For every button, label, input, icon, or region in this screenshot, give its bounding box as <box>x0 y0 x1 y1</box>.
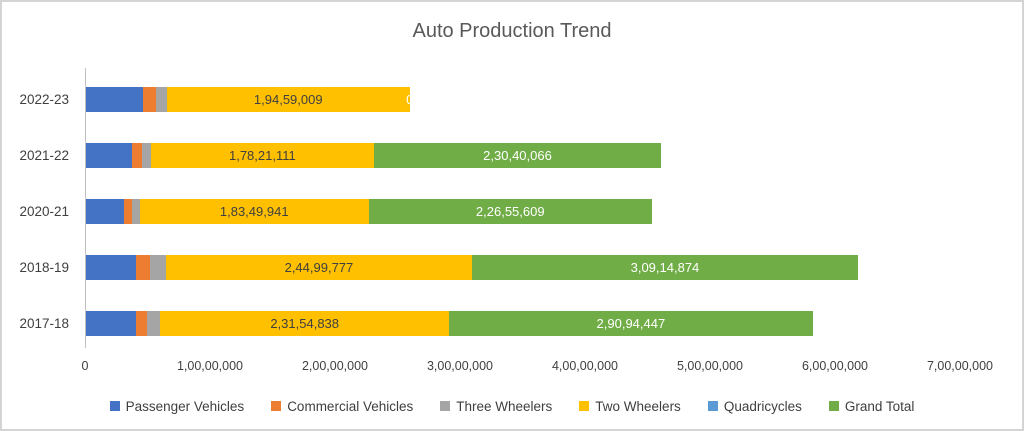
bar-row: 2,31,54,838 2,90,94,447 <box>86 311 960 336</box>
bar-segment <box>86 311 137 336</box>
x-axis-tick-label: 6,00,00,000 <box>801 359 869 373</box>
legend-swatch <box>828 401 839 411</box>
x-axis-tick-label: 1,00,00,000 <box>176 359 244 373</box>
bar-segment <box>86 143 132 168</box>
bar-segment <box>471 255 858 280</box>
bar-segment <box>141 143 152 168</box>
bar-segment <box>147 311 161 336</box>
bar-segment <box>136 255 151 280</box>
bar-segment <box>143 87 157 112</box>
legend-label: Two Wheelers <box>595 398 681 414</box>
bar-segment <box>86 199 125 224</box>
category-label: 2017-18 <box>19 316 69 331</box>
bar-segment <box>165 255 472 280</box>
bar-segment <box>368 199 652 224</box>
bar-row: 2,44,99,777 3,09,14,874 <box>86 255 960 280</box>
legend-swatch <box>440 401 451 411</box>
bar-row: 1,83,49,941 2,26,55,609 <box>86 199 960 224</box>
chart-title: Auto Production Trend <box>412 20 612 42</box>
category-label: 2020-21 <box>19 204 69 219</box>
bar-segment <box>131 143 142 168</box>
x-axis-tick-label: 0 <box>81 359 89 373</box>
legend-label: Quadricycles <box>723 398 802 414</box>
bar-segment <box>132 199 140 224</box>
legend-swatch <box>707 401 718 411</box>
bar-segment <box>373 143 662 168</box>
bar-segment <box>150 255 166 280</box>
legend-label: Passenger Vehicles <box>125 398 245 414</box>
bar-segment <box>160 311 450 336</box>
bar-segment <box>166 87 410 112</box>
value-axis: 0 1,00,00,000 2,00,00,000 3,00,00,000 4,00,0… <box>81 359 994 375</box>
legend-item: Three Wheelers <box>440 399 552 414</box>
legend-item: Quadricycles <box>707 398 802 414</box>
category-label: 2021-22 <box>19 148 69 163</box>
category-label: 2022-23 <box>19 92 69 107</box>
legend: Passenger Vehicles Commercial Vehicles Thr… <box>2 395 1022 417</box>
bar-segment <box>151 143 374 168</box>
bar-segment <box>86 87 144 112</box>
category-axis: 2022-23 2021-22 2020-21 2018-19 2017-18 <box>2 68 77 348</box>
bar-row: 1,94,59,009 0 <box>86 87 960 112</box>
x-axis-tick-label: 2,00,00,000 <box>301 359 369 373</box>
legend-label: Grand Total <box>844 398 915 414</box>
legend-swatch <box>271 401 282 411</box>
bar-segment <box>139 199 369 224</box>
legend-item: Passenger Vehicles <box>109 398 245 414</box>
x-axis-tick-label: 3,00,00,000 <box>426 359 494 373</box>
x-axis-tick-label: 5,00,00,000 <box>676 359 744 373</box>
bar-segment <box>86 255 137 280</box>
category-label: 2018-19 <box>19 260 69 275</box>
bar-segment <box>136 311 148 336</box>
bar-segment <box>449 311 813 336</box>
x-axis-tick-label: 4,00,00,000 <box>551 359 619 373</box>
bar-row: 1,78,21,111 2,30,40,066 <box>86 143 960 168</box>
legend-label: Three Wheelers <box>456 398 553 414</box>
legend-swatch <box>579 401 590 411</box>
x-axis-tick-label: 7,00,00,000 <box>926 359 994 373</box>
legend-item: Two Wheelers <box>579 399 681 414</box>
legend-swatch <box>109 401 120 411</box>
bar-segment <box>124 199 133 224</box>
bar-segment <box>156 87 167 112</box>
legend-item: Commercial Vehicles <box>271 399 413 414</box>
legend-label: Commercial Vehicles <box>287 398 414 414</box>
legend-item: Grand Total <box>828 398 915 414</box>
plot-area: 1,94,59,009 0 1,78,21,111 2,30,40,066 1,83,4… <box>85 68 960 348</box>
